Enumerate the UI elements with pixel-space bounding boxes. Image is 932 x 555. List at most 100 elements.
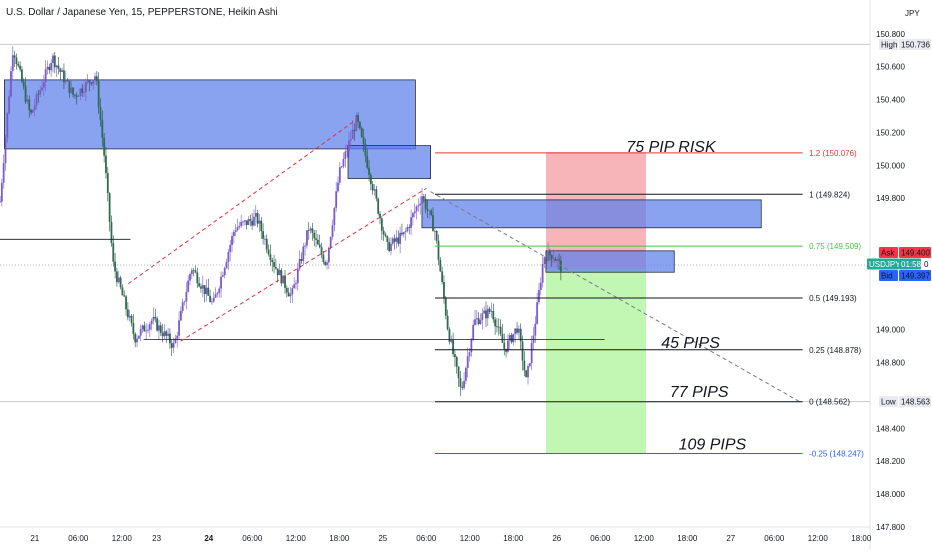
candle-body bbox=[285, 287, 288, 293]
candle-body bbox=[322, 254, 325, 263]
candle-body bbox=[556, 259, 559, 261]
candle-body bbox=[280, 270, 283, 284]
candle-body bbox=[254, 213, 257, 217]
candle-body bbox=[401, 232, 403, 235]
candle-body bbox=[42, 82, 45, 88]
candle-body bbox=[433, 230, 436, 232]
candle-body bbox=[346, 150, 349, 152]
candle-body bbox=[393, 238, 396, 242]
y-tick-label: 150.400 bbox=[876, 96, 905, 105]
x-tick-label: 12:00 bbox=[634, 534, 655, 543]
candle-body bbox=[70, 87, 73, 93]
candle-body bbox=[185, 291, 188, 302]
candle-body bbox=[382, 230, 385, 235]
candle-body bbox=[99, 107, 102, 121]
low-tag-label-bg bbox=[879, 396, 898, 408]
candle-body bbox=[212, 297, 215, 302]
candle-body bbox=[126, 309, 129, 318]
annotation-label-3: 109 PIPS bbox=[679, 437, 747, 454]
annotation-label-1: 45 PIPS bbox=[661, 335, 720, 352]
candle-body bbox=[0, 201, 1, 203]
candle-body bbox=[311, 228, 314, 233]
chart-title: U.S. Dollar / Japanese Yen, 15, PEPPERST… bbox=[6, 7, 278, 18]
zone-box-2[interactable] bbox=[421, 199, 762, 229]
candle-body bbox=[419, 203, 422, 206]
candle-body bbox=[375, 189, 378, 199]
candle-body bbox=[362, 136, 365, 144]
candle-body bbox=[170, 343, 173, 348]
y-tick-label: 148.200 bbox=[876, 457, 905, 466]
candle-body bbox=[123, 295, 126, 297]
candle-body bbox=[101, 120, 104, 138]
candle-body bbox=[360, 127, 363, 137]
candle-body bbox=[369, 174, 372, 185]
candle-body bbox=[105, 155, 107, 174]
candle-body bbox=[225, 261, 228, 269]
candle-body bbox=[163, 331, 166, 337]
candle-body bbox=[344, 151, 347, 159]
trend-line-grey[interactable] bbox=[430, 191, 801, 403]
candle-body bbox=[550, 255, 553, 259]
y-tick-label: 150.800 bbox=[876, 30, 905, 39]
candle-body bbox=[97, 80, 100, 108]
candle-body bbox=[320, 247, 323, 255]
x-tick-label: 06:00 bbox=[416, 534, 437, 543]
candle-body bbox=[371, 184, 374, 191]
candle-body bbox=[406, 227, 409, 232]
candle-body bbox=[539, 282, 542, 291]
candle-body bbox=[450, 339, 453, 342]
candle-body bbox=[444, 298, 447, 316]
candle-body bbox=[258, 220, 261, 224]
channel-lower[interactable] bbox=[180, 187, 427, 342]
candle-body bbox=[342, 158, 345, 167]
candle-body bbox=[448, 329, 451, 342]
y-tick-label: 148.400 bbox=[876, 424, 905, 433]
x-tick-label: 18:00 bbox=[503, 534, 524, 543]
candle-body bbox=[114, 261, 117, 272]
candle-body bbox=[190, 270, 193, 275]
candle-body bbox=[44, 69, 47, 83]
candle-body bbox=[496, 326, 498, 328]
candle-body bbox=[17, 64, 20, 66]
candle-body bbox=[276, 268, 279, 276]
candle-body bbox=[83, 92, 85, 93]
zone-box-1[interactable] bbox=[347, 145, 432, 179]
candle-body bbox=[395, 237, 398, 242]
candle-body bbox=[159, 325, 162, 333]
zone-box-0[interactable] bbox=[3, 79, 416, 150]
candle-body bbox=[479, 320, 482, 324]
candle-body bbox=[499, 326, 502, 334]
candle-body bbox=[0, 182, 3, 202]
candle-body bbox=[271, 260, 274, 263]
zone-box-3[interactable] bbox=[545, 250, 675, 273]
candle-body bbox=[368, 167, 370, 175]
candle-body bbox=[412, 213, 414, 218]
candle-body bbox=[338, 167, 341, 183]
candle-body bbox=[216, 292, 219, 295]
ask-tag-value: 149.400 bbox=[901, 248, 930, 257]
candle-body bbox=[452, 339, 454, 355]
candle-body bbox=[21, 69, 23, 82]
candle-body bbox=[497, 326, 500, 328]
candle-body bbox=[179, 310, 182, 321]
candle-body bbox=[240, 221, 243, 226]
candle-body bbox=[516, 328, 518, 333]
candle-body bbox=[463, 380, 465, 388]
candle-body bbox=[200, 286, 202, 289]
candle-body bbox=[128, 315, 131, 318]
candle-body bbox=[459, 378, 462, 387]
candle-body bbox=[468, 352, 471, 357]
reward-box[interactable] bbox=[545, 268, 646, 454]
currency-label[interactable]: JPY bbox=[905, 9, 920, 18]
candle-body bbox=[137, 335, 140, 339]
candle-body bbox=[355, 115, 358, 132]
candle-body bbox=[538, 290, 540, 303]
candle-body bbox=[413, 211, 416, 214]
channel-upper[interactable] bbox=[128, 118, 357, 285]
candle-body bbox=[19, 65, 21, 70]
ask-tag-label: Ask bbox=[881, 248, 895, 257]
candle-body bbox=[530, 343, 533, 364]
candle-body bbox=[178, 320, 180, 336]
candle-body bbox=[125, 296, 127, 310]
